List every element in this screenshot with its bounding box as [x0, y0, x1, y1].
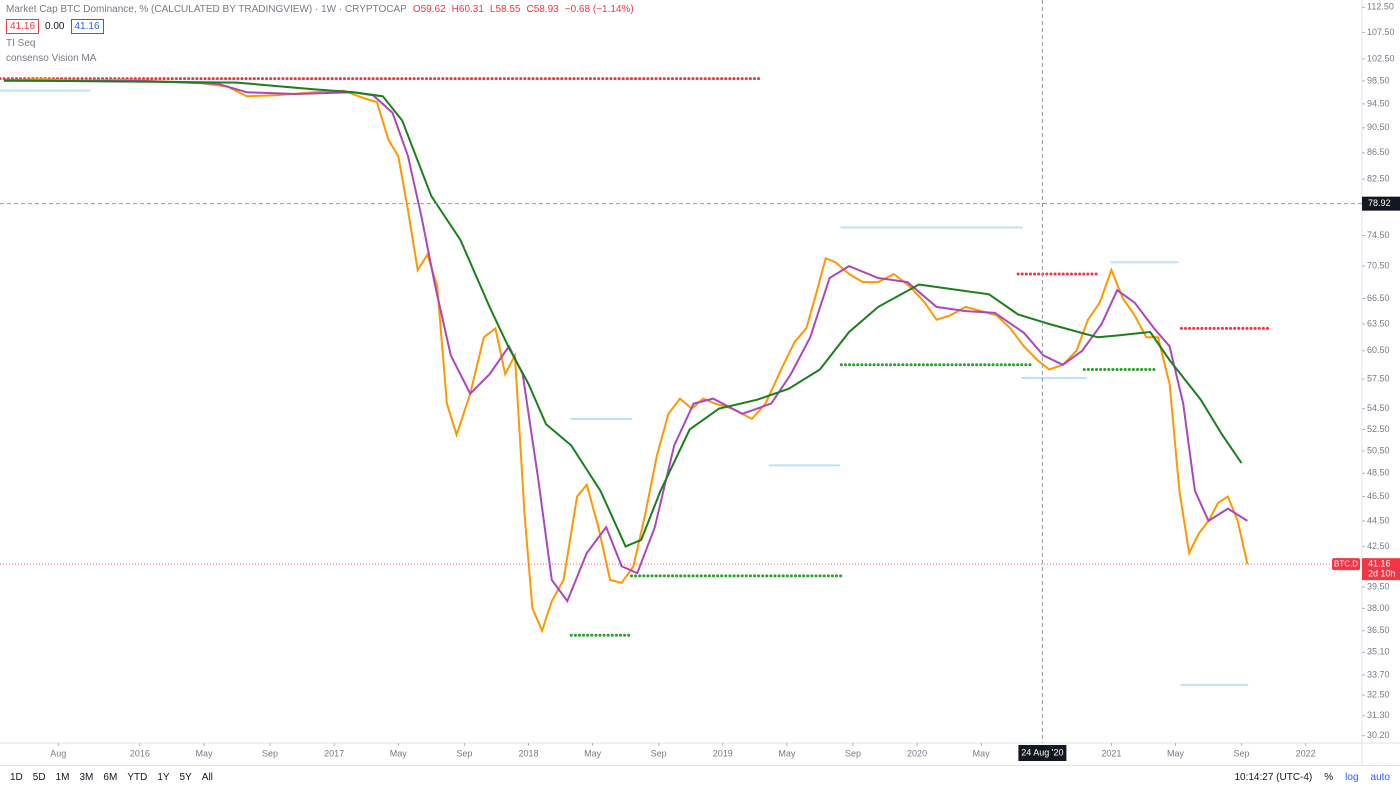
- symbol-tag: [1332, 558, 1360, 571]
- y-tick-label: 66.50: [1367, 293, 1390, 303]
- series-line: [3, 79, 1248, 604]
- x-tick-label: 2021: [1101, 748, 1121, 758]
- x-tick-label: May: [196, 748, 214, 758]
- y-tick-label: 50.50: [1367, 445, 1390, 455]
- y-tick-label: 112.50: [1367, 2, 1394, 12]
- indicator-value: 0.00: [45, 21, 65, 32]
- chart: 112.50 107.50 102.50 98.50 94.50 90.50 86.50 82…: [0, 0, 1400, 765]
- x-tick-label: May: [973, 748, 991, 758]
- y-tick-label: 86.50: [1367, 147, 1390, 157]
- y-tick-label: 90.50: [1367, 122, 1390, 132]
- y-tick-label: 38.00: [1367, 603, 1390, 613]
- x-tick-label: May: [390, 748, 408, 758]
- x-tick-label: Sep: [845, 748, 861, 758]
- range-button[interactable]: 1M: [55, 771, 70, 783]
- y-tick-label: 46.50: [1367, 491, 1390, 501]
- range-button[interactable]: 3M: [79, 771, 94, 783]
- y-tick-label: 54.50: [1367, 403, 1390, 413]
- x-tick-label: Sep: [262, 748, 278, 758]
- x-tick-label: Sep: [651, 748, 667, 758]
- x-tick-label: May: [1167, 748, 1185, 758]
- x-tick-label: May: [778, 748, 796, 758]
- indicator-name[interactable]: TI Seq: [6, 38, 36, 49]
- crosshair-y-label: 78.92: [1368, 198, 1391, 208]
- indicator-value: 41.16: [70, 19, 104, 34]
- indicator-name[interactable]: consenso Vision MA: [6, 53, 97, 64]
- x-tick-label: 2017: [324, 748, 344, 758]
- series-line: [3, 79, 1243, 548]
- range-button[interactable]: All: [201, 771, 213, 783]
- ohlc: L58.55: [489, 4, 521, 15]
- y-tick-label: 36.50: [1367, 625, 1390, 635]
- range-button[interactable]: 1Y: [157, 771, 170, 783]
- price-tag-countdown: 2d 10h: [1368, 569, 1396, 579]
- y-tick-label: 52.50: [1367, 424, 1390, 434]
- y-tick-label: 48.50: [1367, 468, 1390, 478]
- series-line: [3, 78, 1249, 634]
- y-tick-label: 82.50: [1367, 173, 1390, 183]
- axis-frame: [1362, 0, 1400, 765]
- x-tick-label: 2016: [130, 748, 150, 758]
- ohlc: O59.62: [412, 4, 446, 15]
- y-tick-label: 107.50: [1367, 27, 1395, 37]
- y-tick-label: 98.50: [1367, 75, 1390, 85]
- y-tick-label: 35.10: [1367, 647, 1390, 657]
- ohlc: H60.31: [451, 4, 484, 15]
- x-tick-label: 2018: [518, 748, 538, 758]
- price-tag: [1362, 558, 1400, 581]
- y-tick-label: 39.50: [1367, 581, 1390, 591]
- y-tick-label: 57.50: [1367, 373, 1390, 383]
- log-toggle[interactable]: log: [1345, 771, 1359, 783]
- x-tick-label: Sep: [456, 748, 472, 758]
- crosshair-x-label: 24 Aug '20: [1021, 747, 1063, 757]
- legend: Market Cap BTC Dominance, % (CALCULATED …: [6, 4, 634, 68]
- y-tick-label: 42.50: [1367, 541, 1390, 551]
- y-tick-label: 31.30: [1367, 710, 1390, 720]
- x-tick-label: 2022: [1296, 748, 1316, 758]
- price-tag-value: 41.16: [1368, 559, 1391, 569]
- y-tick-label: 63.50: [1367, 318, 1390, 328]
- y-tick-label: 32.50: [1367, 689, 1390, 699]
- auto-toggle[interactable]: auto: [1370, 771, 1390, 783]
- bottom-toolbar: 1D 5D 1M 3M 6M YTD 1Y 5Y All 10:14:27 (U…: [0, 765, 1400, 788]
- ohlc: −0.68 (−1.14%): [564, 4, 634, 15]
- symbol-tag-label: BTC.D: [1334, 559, 1358, 568]
- y-tick-label: 33.70: [1367, 669, 1390, 679]
- x-tick-label: 2019: [713, 748, 733, 758]
- y-tick-label: 74.50: [1367, 230, 1390, 240]
- x-tick-label: 2020: [907, 748, 927, 758]
- symbol-title: Market Cap BTC Dominance, % (CALCULATED …: [6, 4, 407, 15]
- x-tick-label: Aug: [50, 748, 66, 758]
- range-button[interactable]: 5D: [32, 771, 46, 783]
- crosshair-y-tag: [1362, 196, 1400, 211]
- range-button[interactable]: YTD: [127, 771, 148, 783]
- x-tick-label: May: [584, 748, 602, 758]
- y-tick-label: 30.20: [1367, 730, 1390, 740]
- ohlc: C58.93: [526, 4, 559, 15]
- y-tick-label: 44.50: [1367, 515, 1390, 525]
- range-button[interactable]: 1D: [10, 771, 23, 783]
- y-tick-label: 70.50: [1367, 261, 1390, 271]
- percent-toggle[interactable]: %: [1324, 771, 1334, 783]
- range-button[interactable]: 5Y: [179, 771, 192, 783]
- crosshair-x-tag: [1018, 745, 1067, 761]
- indicator-value: 41.16: [6, 19, 40, 34]
- y-tick-label: 94.50: [1367, 98, 1390, 108]
- x-tick-label: Sep: [1234, 748, 1250, 758]
- range-button[interactable]: 6M: [103, 771, 118, 783]
- y-tick-label: 60.50: [1367, 345, 1390, 355]
- clock: 10:14:27 (UTC-4): [1234, 771, 1313, 783]
- y-tick-label: 102.50: [1367, 53, 1395, 63]
